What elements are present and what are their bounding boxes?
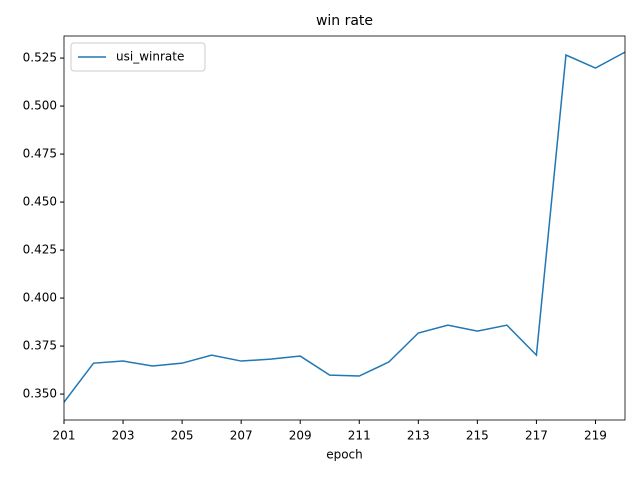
x-tick-label: 203 (112, 429, 135, 443)
legend-label: usi_winrate (116, 50, 184, 64)
y-tick-label: 0.450 (23, 195, 57, 209)
chart-title: win rate (316, 13, 373, 29)
x-tick-label: 211 (348, 429, 371, 443)
y-tick-label: 0.375 (23, 339, 57, 353)
y-tick-label: 0.350 (23, 387, 57, 401)
x-tick-label: 209 (289, 429, 312, 443)
y-tick-label: 0.400 (23, 291, 57, 305)
x-tick-label: 213 (407, 429, 430, 443)
x-tick-label: 207 (230, 429, 253, 443)
y-tick-label: 0.500 (23, 99, 57, 113)
x-tick-label: 201 (53, 429, 76, 443)
x-tick-label: 215 (466, 429, 489, 443)
line-series (63, 51, 626, 403)
plot-frame (63, 35, 626, 421)
y-tick-label: 0.425 (23, 243, 57, 257)
x-tick-label: 219 (584, 429, 607, 443)
legend-box (70, 42, 206, 72)
x-tick-label: 205 (171, 429, 194, 443)
y-tick-label: 0.525 (23, 51, 57, 65)
x-tick-label: 217 (525, 429, 548, 443)
x-axis-label: epoch (326, 448, 363, 462)
y-tick-label: 0.475 (23, 147, 57, 161)
